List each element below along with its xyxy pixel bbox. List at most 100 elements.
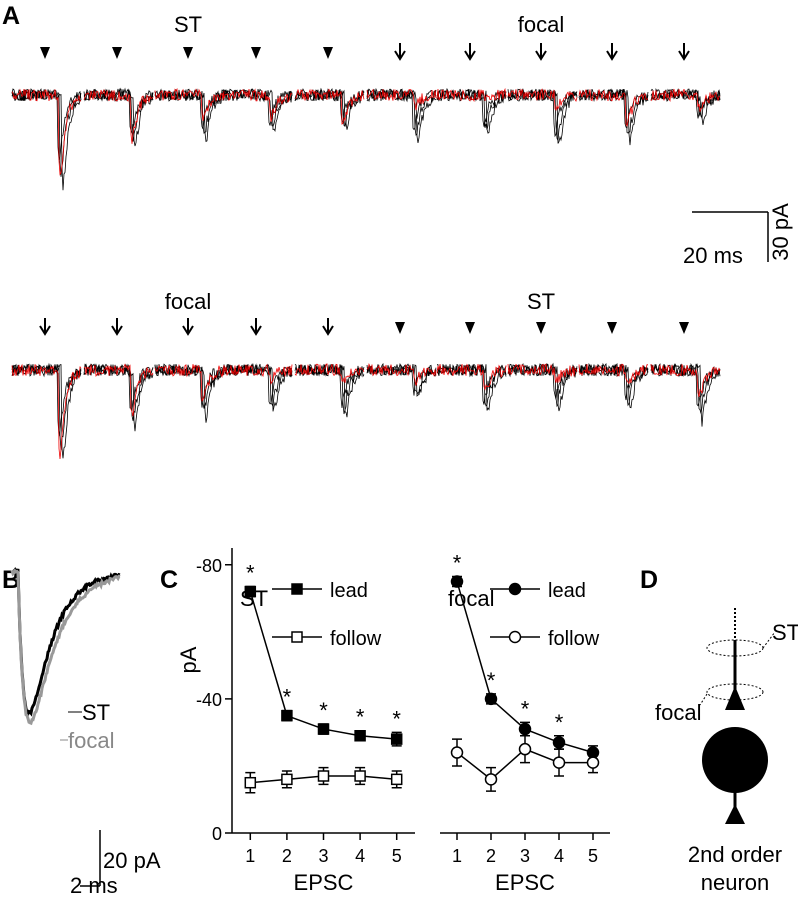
marker [354,730,366,742]
marker [390,773,403,786]
scale-label: 2 ms [70,873,118,898]
y-tick-label: -40 [196,690,222,710]
scale-label: 30 pA [768,203,793,261]
stim-marker [323,47,333,59]
x-axis-label: EPSC [495,870,555,895]
stim-marker [40,47,50,59]
chart-title: focal [448,586,494,611]
panel-letter: D [640,566,658,594]
neuron-label: neuron [701,870,770,895]
stim-marker [394,50,406,61]
legend-marker [508,582,522,596]
legend-label: follow [330,628,382,650]
legend-marker [508,630,522,644]
trace [10,566,121,717]
site-label: focal [655,700,701,725]
marker [518,722,532,736]
marker [450,746,464,759]
marker [390,733,403,745]
scale-label: 20 pA [103,848,161,873]
legend-marker [291,583,303,595]
significance: * [453,551,462,576]
significance: * [356,705,365,730]
trace [11,363,721,460]
marker [244,585,257,598]
stim-marker [679,322,689,334]
x-tick-label: 2 [486,846,496,866]
legend-marker [291,631,303,643]
stim-marker [39,325,51,336]
marker [450,575,464,588]
stim-marker [606,50,618,61]
y-axis-label: pA [176,646,201,673]
stim-marker [111,325,123,336]
legend-label: lead [548,580,586,602]
trace [11,87,721,191]
significance: * [521,696,530,721]
stim-marker [678,50,690,61]
stim-marker [536,322,546,334]
marker [586,756,600,769]
significance: * [283,685,292,710]
trace-label: ST [82,700,110,725]
stim-marker [112,47,122,59]
scale-label: 20 ms [683,243,743,268]
marker [484,773,498,786]
x-tick-label: 1 [452,846,462,866]
x-tick-label: 1 [245,846,255,866]
x-tick-label: 5 [392,846,402,866]
marker [317,723,330,735]
x-axis-label: EPSC [294,870,354,895]
trace [11,87,721,177]
significance: * [555,710,564,735]
significance: * [487,668,496,693]
significance: * [392,706,401,731]
stim-marker [395,322,405,334]
stim-marker [535,50,547,61]
x-tick-label: 4 [554,846,564,866]
significance: * [319,698,328,723]
stim-marker [607,322,617,334]
marker [354,770,366,782]
y-tick-label: -80 [196,556,222,576]
stim-label: focal [518,12,564,37]
marker [518,742,532,756]
marker [552,736,566,749]
x-tick-label: 2 [282,846,292,866]
stim-marker [464,50,476,61]
stim-label: focal [165,289,211,314]
panel-letter: A [2,2,20,30]
marker [552,756,566,769]
trace [10,568,121,726]
site-label: ST [772,620,798,645]
neuron-label: 2nd order [688,842,782,867]
marker [244,776,257,789]
x-tick-label: 3 [520,846,530,866]
scale-bar [692,211,769,262]
legend-label: lead [330,580,368,602]
x-tick-label: 3 [318,846,328,866]
marker [317,770,330,782]
trace [11,362,721,451]
marker [484,692,498,706]
significance: * [246,561,255,586]
trace [11,87,721,176]
y-tick-label: 0 [212,824,222,844]
stim-marker [465,322,475,334]
panel-letter: C [160,566,178,594]
stim-marker [183,47,193,59]
trace-label: focal [68,728,114,753]
stim-marker [182,325,194,336]
stim-label: ST [174,12,202,37]
stim-marker [250,325,262,336]
stim-marker [322,325,334,336]
legend-label: follow [548,628,600,650]
neuron-diagram [699,608,776,824]
trace [11,362,721,459]
x-tick-label: 4 [355,846,365,866]
scale-bar [80,830,101,887]
stim-marker [251,47,261,59]
x-tick-label: 5 [588,846,598,866]
stim-label: ST [527,289,555,314]
